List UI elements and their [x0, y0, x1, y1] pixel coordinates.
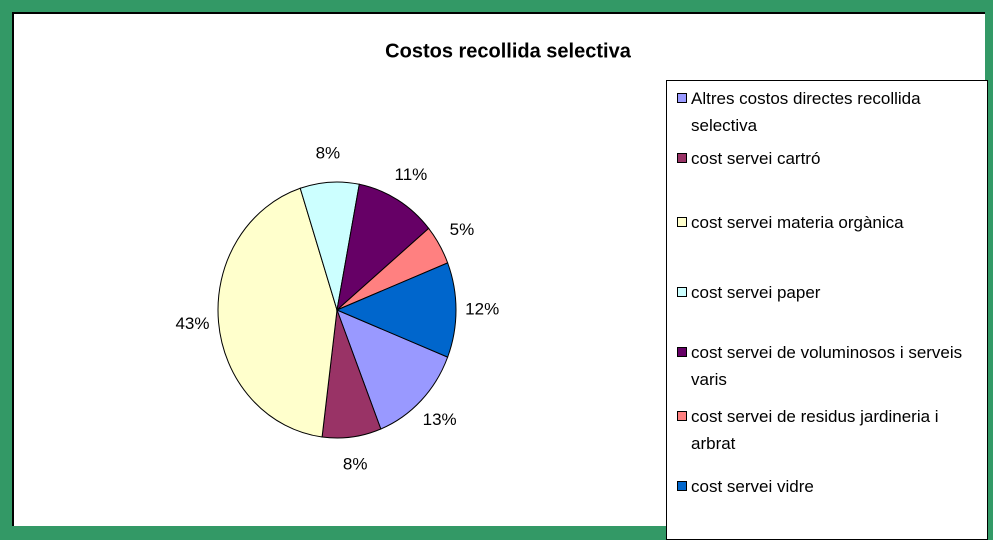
legend-key [677, 217, 687, 227]
legend-entry: cost servei paper [677, 279, 977, 306]
pie-slice [336, 309, 449, 430]
legend-entry: cost servei vidre [677, 473, 977, 500]
chart-title: Costos recollida selectiva [385, 40, 632, 62]
legend: Altres costos directes recollida selecti… [666, 80, 988, 540]
legend-key [677, 153, 687, 163]
chart: Costos recollida selectiva 13% 8% 43% 8% 11%… [175, 40, 632, 473]
data-label: 5% [450, 220, 475, 239]
legend-label: cost servei materia orgànica [691, 213, 904, 232]
legend-entry: cost servei cartró [677, 145, 977, 172]
data-label: 13% [423, 410, 457, 429]
legend-label: cost servei vidre [691, 477, 814, 496]
legend-label: cost servei cartró [691, 149, 821, 168]
legend-label: cost servei paper [691, 283, 821, 302]
page: {"chart_data": {"type": "pie", "title": … [12, 12, 988, 540]
legend-label: cost servei de voluminosos i serveis var… [691, 343, 963, 389]
legend-key [677, 347, 687, 357]
legend-key [677, 481, 687, 491]
data-label: 8% [343, 454, 368, 473]
pie-slice [217, 187, 338, 438]
data-label: 12% [465, 299, 499, 318]
pie-slice [336, 183, 430, 312]
legend-label: Altres costos directes recollida selecti… [691, 89, 921, 135]
legend-label: cost servei de residus jardineria i arbr… [691, 407, 939, 453]
legend-key [677, 287, 687, 297]
data-label: 43% [175, 314, 209, 333]
legend-entry: cost servei de residus jardineria i arbr… [677, 403, 977, 457]
data-label: 11% [395, 165, 428, 184]
pie-slice [335, 262, 457, 358]
data-label: 8% [316, 144, 341, 163]
legend-entry: cost servei materia orgànica [677, 209, 977, 236]
legend-key [677, 93, 687, 103]
legend-key [677, 411, 687, 421]
legend-entry: Altres costos directes recollida selecti… [677, 85, 977, 139]
legend-entry: cost servei de voluminosos i serveis var… [677, 339, 977, 393]
